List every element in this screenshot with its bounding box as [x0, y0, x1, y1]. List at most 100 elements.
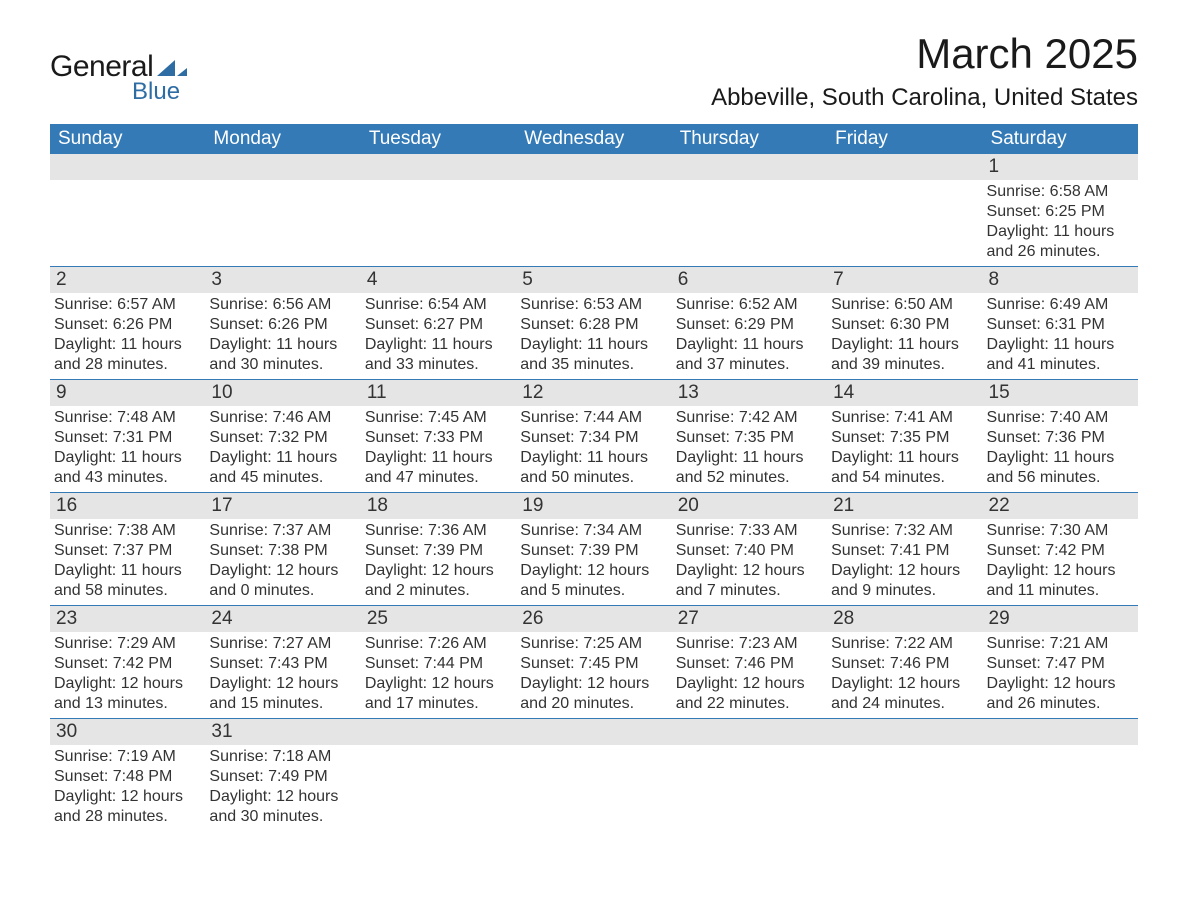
day-sunrise: Sunrise: 6:57 AM — [54, 295, 201, 315]
day-sunset: Sunset: 6:31 PM — [987, 315, 1134, 335]
day-content: Sunrise: 6:52 AMSunset: 6:29 PMDaylight:… — [672, 293, 827, 379]
day-number: 6 — [672, 267, 827, 293]
day-cell: 13Sunrise: 7:42 AMSunset: 7:35 PMDayligh… — [672, 380, 827, 492]
day-sunrise: Sunrise: 7:41 AM — [831, 408, 978, 428]
day-number: 19 — [516, 493, 671, 519]
day-sunset: Sunset: 6:25 PM — [987, 202, 1134, 222]
day-sunrise: Sunrise: 7:22 AM — [831, 634, 978, 654]
week-row: 1Sunrise: 6:58 AMSunset: 6:25 PMDaylight… — [50, 154, 1138, 267]
day-sunset: Sunset: 6:30 PM — [831, 315, 978, 335]
day-content: Sunrise: 7:34 AMSunset: 7:39 PMDaylight:… — [516, 519, 671, 605]
day-sunset: Sunset: 7:32 PM — [209, 428, 356, 448]
day-cell — [672, 719, 827, 831]
day-sunset: Sunset: 6:28 PM — [520, 315, 667, 335]
location-text: Abbeville, South Carolina, United States — [711, 84, 1138, 112]
day-sunrise: Sunrise: 7:48 AM — [54, 408, 201, 428]
day-number: 18 — [361, 493, 516, 519]
day-content: Sunrise: 7:21 AMSunset: 7:47 PMDaylight:… — [983, 632, 1138, 718]
day-cell: 5Sunrise: 6:53 AMSunset: 6:28 PMDaylight… — [516, 267, 671, 379]
day-sunrise: Sunrise: 6:50 AM — [831, 295, 978, 315]
day-sunrise: Sunrise: 7:37 AM — [209, 521, 356, 541]
day-sunrise: Sunrise: 7:42 AM — [676, 408, 823, 428]
day-cell: 11Sunrise: 7:45 AMSunset: 7:33 PMDayligh… — [361, 380, 516, 492]
day-number: 3 — [205, 267, 360, 293]
day-sunset: Sunset: 7:40 PM — [676, 541, 823, 561]
day-sunset: Sunset: 7:43 PM — [209, 654, 356, 674]
day-daylight2: and 13 minutes. — [54, 694, 201, 714]
day-daylight2: and 41 minutes. — [987, 355, 1134, 375]
day-content: Sunrise: 7:33 AMSunset: 7:40 PMDaylight:… — [672, 519, 827, 605]
day-content: Sunrise: 6:58 AMSunset: 6:25 PMDaylight:… — [983, 180, 1138, 266]
day-cell: 21Sunrise: 7:32 AMSunset: 7:41 PMDayligh… — [827, 493, 982, 605]
day-daylight1: Daylight: 11 hours — [365, 448, 512, 468]
day-daylight2: and 26 minutes. — [987, 694, 1134, 714]
day-sunset: Sunset: 7:45 PM — [520, 654, 667, 674]
day-daylight2: and 37 minutes. — [676, 355, 823, 375]
day-number: 14 — [827, 380, 982, 406]
weekday-header: Tuesday — [361, 124, 516, 154]
day-content: Sunrise: 7:44 AMSunset: 7:34 PMDaylight:… — [516, 406, 671, 492]
day-sunset: Sunset: 7:42 PM — [987, 541, 1134, 561]
day-content: Sunrise: 7:19 AMSunset: 7:48 PMDaylight:… — [50, 745, 205, 831]
day-number: 27 — [672, 606, 827, 632]
day-daylight1: Daylight: 12 hours — [520, 674, 667, 694]
day-daylight2: and 20 minutes. — [520, 694, 667, 714]
day-number — [50, 154, 205, 180]
weekday-header: Sunday — [50, 124, 205, 154]
day-number: 11 — [361, 380, 516, 406]
weekday-header: Saturday — [983, 124, 1138, 154]
day-sunset: Sunset: 7:46 PM — [831, 654, 978, 674]
day-sunrise: Sunrise: 7:18 AM — [209, 747, 356, 767]
day-content: Sunrise: 7:36 AMSunset: 7:39 PMDaylight:… — [361, 519, 516, 605]
weekday-header: Wednesday — [516, 124, 671, 154]
day-daylight1: Daylight: 12 hours — [54, 787, 201, 807]
day-sunset: Sunset: 6:29 PM — [676, 315, 823, 335]
day-sunset: Sunset: 7:39 PM — [365, 541, 512, 561]
day-sunset: Sunset: 6:26 PM — [54, 315, 201, 335]
day-sunrise: Sunrise: 7:46 AM — [209, 408, 356, 428]
day-number: 13 — [672, 380, 827, 406]
day-daylight1: Daylight: 12 hours — [520, 561, 667, 581]
month-title: March 2025 — [711, 30, 1138, 78]
day-sunset: Sunset: 7:33 PM — [365, 428, 512, 448]
day-daylight1: Daylight: 12 hours — [365, 561, 512, 581]
day-cell — [516, 154, 671, 266]
day-daylight2: and 26 minutes. — [987, 242, 1134, 262]
day-number — [516, 719, 671, 745]
day-number: 9 — [50, 380, 205, 406]
day-number: 10 — [205, 380, 360, 406]
day-content: Sunrise: 6:50 AMSunset: 6:30 PMDaylight:… — [827, 293, 982, 379]
day-sunrise: Sunrise: 6:49 AM — [987, 295, 1134, 315]
week-row: 23Sunrise: 7:29 AMSunset: 7:42 PMDayligh… — [50, 606, 1138, 719]
day-content: Sunrise: 6:56 AMSunset: 6:26 PMDaylight:… — [205, 293, 360, 379]
day-content: Sunrise: 7:18 AMSunset: 7:49 PMDaylight:… — [205, 745, 360, 831]
day-cell: 1Sunrise: 6:58 AMSunset: 6:25 PMDaylight… — [983, 154, 1138, 266]
day-number: 22 — [983, 493, 1138, 519]
day-cell: 31Sunrise: 7:18 AMSunset: 7:49 PMDayligh… — [205, 719, 360, 831]
day-cell: 24Sunrise: 7:27 AMSunset: 7:43 PMDayligh… — [205, 606, 360, 718]
day-number: 28 — [827, 606, 982, 632]
day-sunset: Sunset: 7:34 PM — [520, 428, 667, 448]
day-number: 4 — [361, 267, 516, 293]
day-cell — [50, 154, 205, 266]
day-sunrise: Sunrise: 7:23 AM — [676, 634, 823, 654]
day-number — [516, 154, 671, 180]
day-cell: 20Sunrise: 7:33 AMSunset: 7:40 PMDayligh… — [672, 493, 827, 605]
day-cell: 30Sunrise: 7:19 AMSunset: 7:48 PMDayligh… — [50, 719, 205, 831]
day-daylight1: Daylight: 11 hours — [520, 335, 667, 355]
day-number: 12 — [516, 380, 671, 406]
day-number — [983, 719, 1138, 745]
day-daylight1: Daylight: 12 hours — [676, 561, 823, 581]
day-number: 20 — [672, 493, 827, 519]
day-sunrise: Sunrise: 6:54 AM — [365, 295, 512, 315]
weekday-header: Monday — [205, 124, 360, 154]
day-cell: 2Sunrise: 6:57 AMSunset: 6:26 PMDaylight… — [50, 267, 205, 379]
day-sunset: Sunset: 6:27 PM — [365, 315, 512, 335]
day-sunset: Sunset: 7:38 PM — [209, 541, 356, 561]
day-content: Sunrise: 7:30 AMSunset: 7:42 PMDaylight:… — [983, 519, 1138, 605]
day-cell: 19Sunrise: 7:34 AMSunset: 7:39 PMDayligh… — [516, 493, 671, 605]
day-sunset: Sunset: 7:39 PM — [520, 541, 667, 561]
day-sunset: Sunset: 7:49 PM — [209, 767, 356, 787]
day-daylight2: and 54 minutes. — [831, 468, 978, 488]
day-daylight1: Daylight: 12 hours — [209, 561, 356, 581]
